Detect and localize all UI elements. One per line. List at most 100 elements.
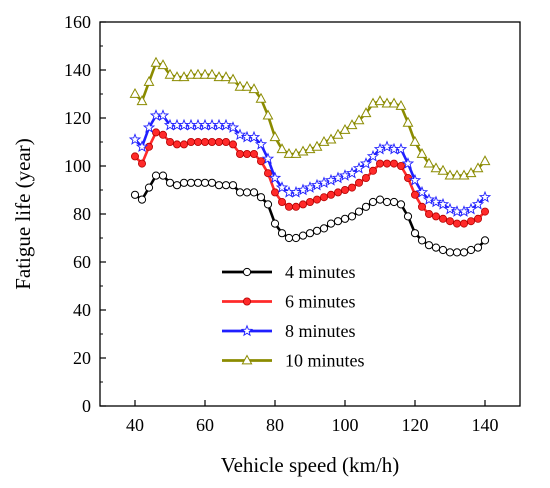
data-point — [179, 140, 188, 149]
data-point — [311, 140, 323, 151]
y-tick-label: 120 — [64, 108, 91, 128]
data-point — [179, 178, 189, 187]
data-point — [423, 157, 435, 168]
series-4 — [129, 56, 491, 180]
legend-entry: 8 minutes — [222, 321, 356, 341]
data-point — [374, 95, 386, 106]
data-point — [214, 137, 223, 146]
data-point — [256, 157, 265, 166]
data-point — [234, 80, 246, 91]
data-point — [172, 181, 182, 190]
data-point — [319, 224, 329, 233]
data-point — [144, 183, 154, 192]
data-point — [310, 178, 324, 191]
series-2 — [130, 128, 489, 228]
x-tick-label: 140 — [472, 415, 499, 435]
data-point — [284, 233, 294, 243]
data-point — [249, 188, 259, 197]
data-point — [452, 219, 461, 228]
data-point — [438, 245, 448, 255]
data-point — [438, 214, 447, 223]
data-point — [296, 183, 310, 196]
data-point — [227, 73, 239, 84]
data-point — [269, 131, 281, 142]
data-point — [270, 188, 279, 197]
data-point — [338, 169, 352, 181]
data-point — [233, 128, 247, 141]
data-point — [473, 214, 482, 223]
data-point — [424, 241, 434, 250]
data-point — [263, 169, 272, 178]
data-point — [473, 243, 483, 252]
data-point — [347, 212, 357, 221]
data-point — [193, 178, 203, 187]
data-point — [366, 149, 380, 162]
data-point — [261, 152, 275, 165]
data-point — [422, 193, 436, 205]
data-point — [451, 169, 463, 180]
data-point — [256, 193, 266, 202]
data-point — [333, 188, 342, 197]
data-point — [151, 128, 160, 137]
data-point — [137, 195, 147, 204]
data-point — [389, 159, 398, 168]
legend-marker — [242, 267, 252, 277]
data-point — [228, 140, 237, 149]
data-point — [457, 205, 471, 217]
x-tick-label: 40 — [126, 415, 144, 435]
y-tick-label: 80 — [73, 204, 91, 224]
y-tick-label: 100 — [64, 156, 91, 176]
data-point — [361, 173, 370, 182]
data-point — [333, 217, 343, 226]
data-point — [214, 181, 224, 190]
data-point — [466, 217, 475, 226]
data-point — [346, 119, 358, 130]
data-point — [331, 171, 345, 184]
data-point — [158, 130, 167, 139]
data-point — [142, 121, 156, 133]
data-point — [417, 202, 426, 211]
data-point — [415, 185, 429, 198]
data-point — [478, 190, 492, 203]
legend-marker — [240, 324, 254, 337]
data-point — [255, 92, 267, 103]
data-point — [130, 152, 139, 161]
data-point — [199, 68, 211, 79]
data-point — [277, 197, 286, 206]
data-point — [368, 166, 377, 175]
data-point — [480, 236, 490, 245]
data-point — [332, 128, 344, 139]
data-point — [340, 214, 350, 223]
legend-label: 4 minutes — [285, 262, 356, 282]
series-3 — [128, 109, 492, 217]
data-point — [464, 202, 478, 215]
data-point — [396, 200, 406, 209]
data-point — [472, 162, 484, 173]
data-point — [158, 171, 168, 180]
data-point — [262, 109, 274, 120]
data-point — [375, 195, 385, 204]
data-point — [373, 142, 387, 155]
data-point — [437, 164, 449, 175]
data-point — [284, 202, 293, 211]
data-point — [431, 212, 440, 221]
data-point — [165, 137, 174, 146]
data-point — [416, 147, 428, 158]
data-point — [326, 190, 335, 199]
data-point — [312, 195, 321, 204]
data-point — [361, 202, 371, 211]
x-tick-label: 100 — [332, 415, 359, 435]
data-point — [241, 80, 253, 91]
data-point — [186, 178, 196, 187]
data-point — [312, 226, 322, 235]
data-point — [283, 147, 295, 158]
data-point — [445, 248, 455, 257]
data-point — [206, 68, 218, 79]
data-point — [452, 248, 462, 257]
data-point — [291, 202, 300, 211]
data-point — [207, 178, 217, 187]
plot-frame — [99, 21, 521, 407]
data-point — [436, 197, 450, 210]
data-point — [150, 56, 162, 67]
data-point — [410, 190, 419, 199]
